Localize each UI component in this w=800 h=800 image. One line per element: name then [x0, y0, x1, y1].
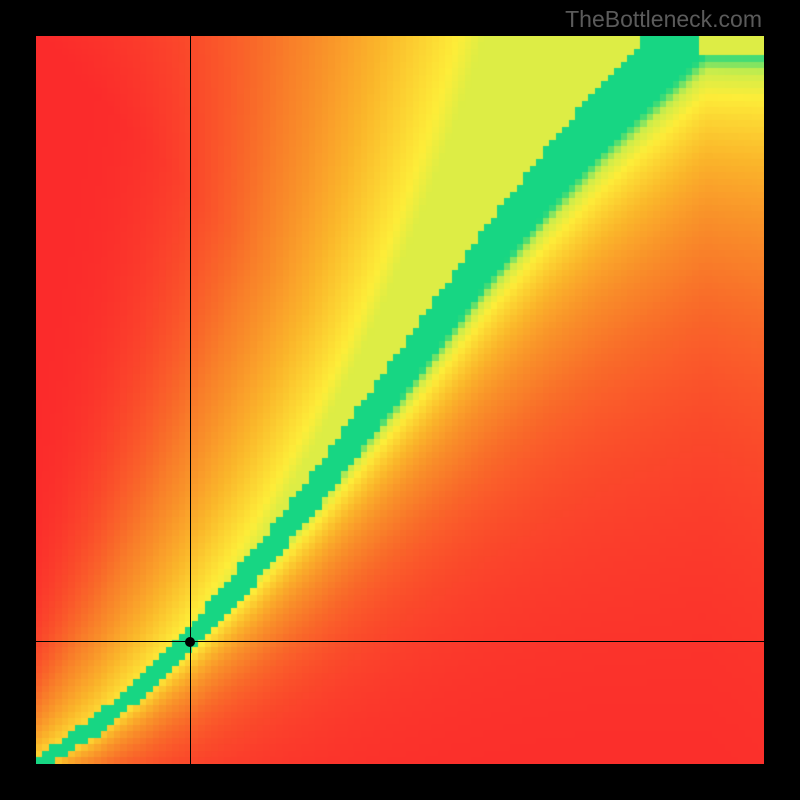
- heatmap-canvas: [36, 36, 764, 764]
- heatmap-plot: [36, 36, 764, 764]
- crosshair-horizontal: [36, 641, 764, 642]
- crosshair-marker-dot: [185, 637, 195, 647]
- chart-frame: TheBottleneck.com: [0, 0, 800, 800]
- crosshair-vertical: [190, 36, 191, 764]
- watermark-text: TheBottleneck.com: [565, 6, 762, 33]
